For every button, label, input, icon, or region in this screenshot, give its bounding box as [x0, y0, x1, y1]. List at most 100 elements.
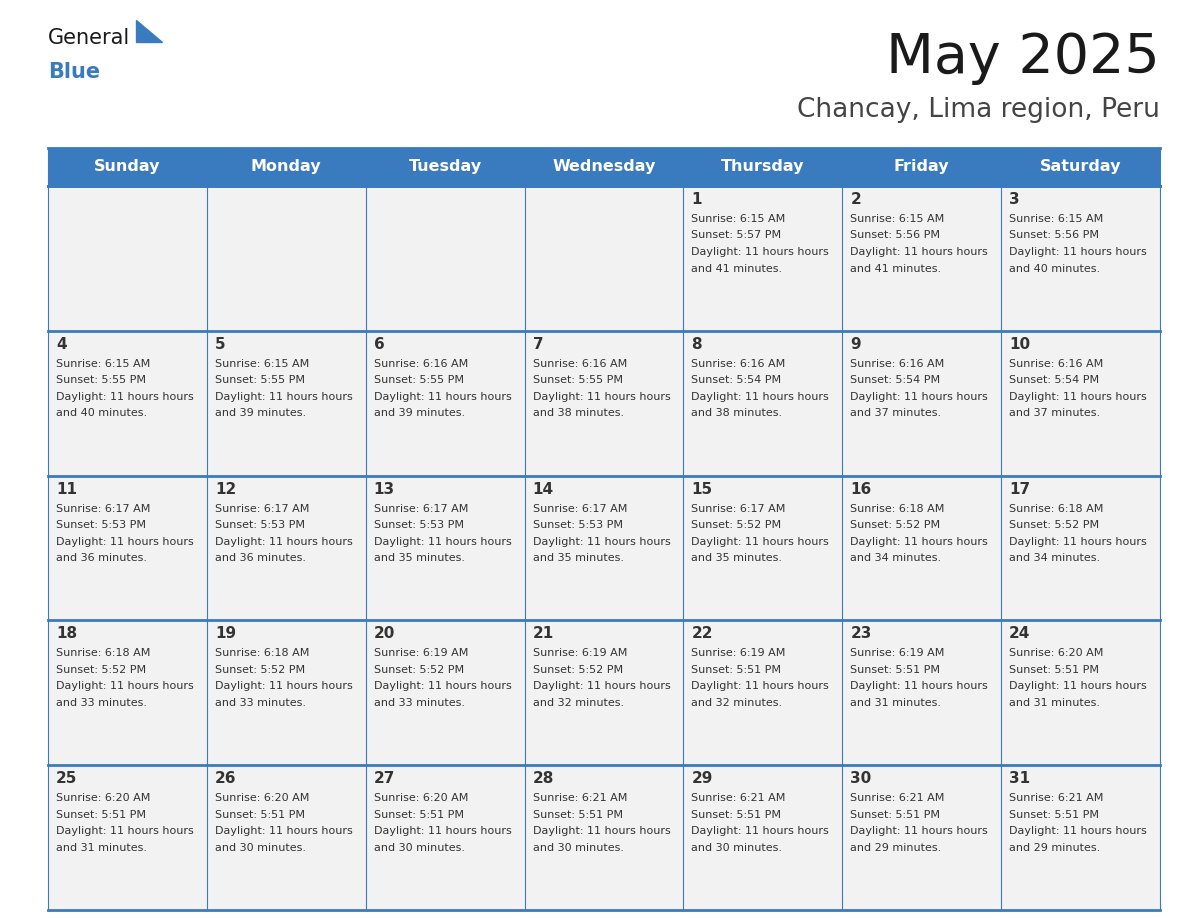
- Text: Sunset: 5:52 PM: Sunset: 5:52 PM: [532, 665, 623, 675]
- Text: and 39 minutes.: and 39 minutes.: [215, 409, 307, 419]
- Text: Daylight: 11 hours hours: Daylight: 11 hours hours: [691, 681, 829, 691]
- Bar: [366, 766, 525, 910]
- Bar: [683, 621, 842, 766]
- Text: Sunrise: 6:18 AM: Sunrise: 6:18 AM: [56, 648, 151, 658]
- Text: Daylight: 11 hours hours: Daylight: 11 hours hours: [532, 392, 670, 402]
- Text: and 37 minutes.: and 37 minutes.: [851, 409, 941, 419]
- Text: Sunset: 5:54 PM: Sunset: 5:54 PM: [691, 375, 782, 386]
- Text: Daylight: 11 hours hours: Daylight: 11 hours hours: [215, 681, 353, 691]
- Text: and 32 minutes.: and 32 minutes.: [691, 698, 783, 708]
- Text: Daylight: 11 hours hours: Daylight: 11 hours hours: [851, 826, 988, 836]
- Text: and 38 minutes.: and 38 minutes.: [691, 409, 783, 419]
- Text: Sunset: 5:55 PM: Sunset: 5:55 PM: [532, 375, 623, 386]
- Text: 1: 1: [691, 192, 702, 207]
- Bar: [683, 766, 842, 910]
- Text: Sunrise: 6:20 AM: Sunrise: 6:20 AM: [56, 793, 151, 803]
- Text: 11: 11: [56, 482, 77, 497]
- Bar: [842, 186, 1001, 330]
- Text: and 40 minutes.: and 40 minutes.: [56, 409, 147, 419]
- Text: 31: 31: [1009, 771, 1030, 786]
- Text: Friday: Friday: [893, 160, 949, 174]
- Text: Saturday: Saturday: [1040, 160, 1121, 174]
- Text: 23: 23: [851, 626, 872, 642]
- Text: and 34 minutes.: and 34 minutes.: [851, 554, 941, 563]
- Text: and 31 minutes.: and 31 minutes.: [56, 843, 147, 853]
- Text: Sunrise: 6:21 AM: Sunrise: 6:21 AM: [691, 793, 785, 803]
- Text: Daylight: 11 hours hours: Daylight: 11 hours hours: [691, 537, 829, 546]
- Text: Daylight: 11 hours hours: Daylight: 11 hours hours: [532, 681, 670, 691]
- Text: Sunset: 5:52 PM: Sunset: 5:52 PM: [691, 521, 782, 530]
- Text: Sunrise: 6:19 AM: Sunrise: 6:19 AM: [374, 648, 468, 658]
- Text: 30: 30: [851, 771, 872, 786]
- Text: 19: 19: [215, 626, 236, 642]
- Text: and 36 minutes.: and 36 minutes.: [56, 554, 147, 563]
- Text: Daylight: 11 hours hours: Daylight: 11 hours hours: [1009, 681, 1146, 691]
- Text: Sunrise: 6:19 AM: Sunrise: 6:19 AM: [851, 648, 944, 658]
- Text: and 33 minutes.: and 33 minutes.: [215, 698, 305, 708]
- Bar: [48, 766, 207, 910]
- Text: Sunrise: 6:15 AM: Sunrise: 6:15 AM: [215, 359, 309, 369]
- Text: Sunset: 5:52 PM: Sunset: 5:52 PM: [56, 665, 146, 675]
- Bar: [207, 476, 366, 621]
- Text: 16: 16: [851, 482, 872, 497]
- Text: 15: 15: [691, 482, 713, 497]
- Text: and 40 minutes.: and 40 minutes.: [1009, 263, 1100, 274]
- Bar: [525, 186, 683, 330]
- Text: Sunrise: 6:15 AM: Sunrise: 6:15 AM: [691, 214, 785, 224]
- Bar: [525, 621, 683, 766]
- Bar: [1001, 766, 1159, 910]
- Text: Daylight: 11 hours hours: Daylight: 11 hours hours: [374, 537, 512, 546]
- Bar: [842, 766, 1001, 910]
- Text: Blue: Blue: [48, 62, 100, 82]
- Text: and 31 minutes.: and 31 minutes.: [851, 698, 941, 708]
- Text: and 35 minutes.: and 35 minutes.: [691, 554, 783, 563]
- Text: Sunrise: 6:20 AM: Sunrise: 6:20 AM: [215, 793, 309, 803]
- Text: 28: 28: [532, 771, 554, 786]
- Text: Sunset: 5:55 PM: Sunset: 5:55 PM: [215, 375, 305, 386]
- Text: 12: 12: [215, 482, 236, 497]
- Text: Thursday: Thursday: [721, 160, 804, 174]
- Text: 27: 27: [374, 771, 396, 786]
- Text: Sunset: 5:52 PM: Sunset: 5:52 PM: [1009, 521, 1099, 530]
- Polygon shape: [135, 20, 162, 42]
- Text: Daylight: 11 hours hours: Daylight: 11 hours hours: [56, 681, 194, 691]
- Text: 9: 9: [851, 337, 861, 352]
- Text: Sunset: 5:56 PM: Sunset: 5:56 PM: [1009, 230, 1099, 241]
- Text: Sunrise: 6:20 AM: Sunrise: 6:20 AM: [1009, 648, 1104, 658]
- Bar: [842, 476, 1001, 621]
- Text: Sunrise: 6:21 AM: Sunrise: 6:21 AM: [532, 793, 627, 803]
- Text: Sunset: 5:55 PM: Sunset: 5:55 PM: [374, 375, 463, 386]
- Text: and 32 minutes.: and 32 minutes.: [532, 698, 624, 708]
- Text: Sunrise: 6:15 AM: Sunrise: 6:15 AM: [851, 214, 944, 224]
- Text: 17: 17: [1009, 482, 1030, 497]
- Text: Sunrise: 6:16 AM: Sunrise: 6:16 AM: [374, 359, 468, 369]
- Text: Sunset: 5:53 PM: Sunset: 5:53 PM: [532, 521, 623, 530]
- Bar: [1001, 621, 1159, 766]
- Bar: [48, 148, 1159, 186]
- Text: Sunrise: 6:18 AM: Sunrise: 6:18 AM: [1009, 504, 1104, 513]
- Text: Sunrise: 6:16 AM: Sunrise: 6:16 AM: [851, 359, 944, 369]
- Text: Daylight: 11 hours hours: Daylight: 11 hours hours: [1009, 826, 1146, 836]
- Text: Sunset: 5:53 PM: Sunset: 5:53 PM: [56, 521, 146, 530]
- Text: 24: 24: [1009, 626, 1030, 642]
- Bar: [366, 476, 525, 621]
- Text: 22: 22: [691, 626, 713, 642]
- Text: 4: 4: [56, 337, 67, 352]
- Bar: [1001, 476, 1159, 621]
- Text: Sunrise: 6:17 AM: Sunrise: 6:17 AM: [691, 504, 785, 513]
- Bar: [683, 330, 842, 476]
- Text: and 29 minutes.: and 29 minutes.: [851, 843, 942, 853]
- Text: and 39 minutes.: and 39 minutes.: [374, 409, 465, 419]
- Text: Sunset: 5:52 PM: Sunset: 5:52 PM: [374, 665, 463, 675]
- Bar: [48, 476, 207, 621]
- Text: and 34 minutes.: and 34 minutes.: [1009, 554, 1100, 563]
- Bar: [366, 330, 525, 476]
- Text: Daylight: 11 hours hours: Daylight: 11 hours hours: [1009, 537, 1146, 546]
- Text: and 30 minutes.: and 30 minutes.: [215, 843, 305, 853]
- Text: 20: 20: [374, 626, 396, 642]
- Bar: [48, 330, 207, 476]
- Text: Daylight: 11 hours hours: Daylight: 11 hours hours: [691, 392, 829, 402]
- Text: Sunrise: 6:16 AM: Sunrise: 6:16 AM: [1009, 359, 1104, 369]
- Text: Daylight: 11 hours hours: Daylight: 11 hours hours: [56, 537, 194, 546]
- Text: Sunrise: 6:21 AM: Sunrise: 6:21 AM: [851, 793, 944, 803]
